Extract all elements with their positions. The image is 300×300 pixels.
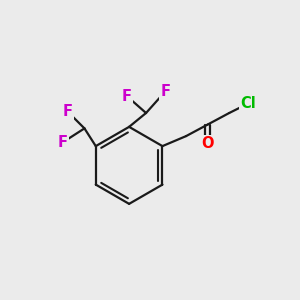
Text: O: O [201, 136, 214, 151]
Text: F: F [122, 88, 132, 104]
Text: F: F [160, 84, 170, 99]
Text: Cl: Cl [240, 96, 256, 111]
Text: F: F [58, 135, 68, 150]
Text: F: F [62, 104, 73, 119]
